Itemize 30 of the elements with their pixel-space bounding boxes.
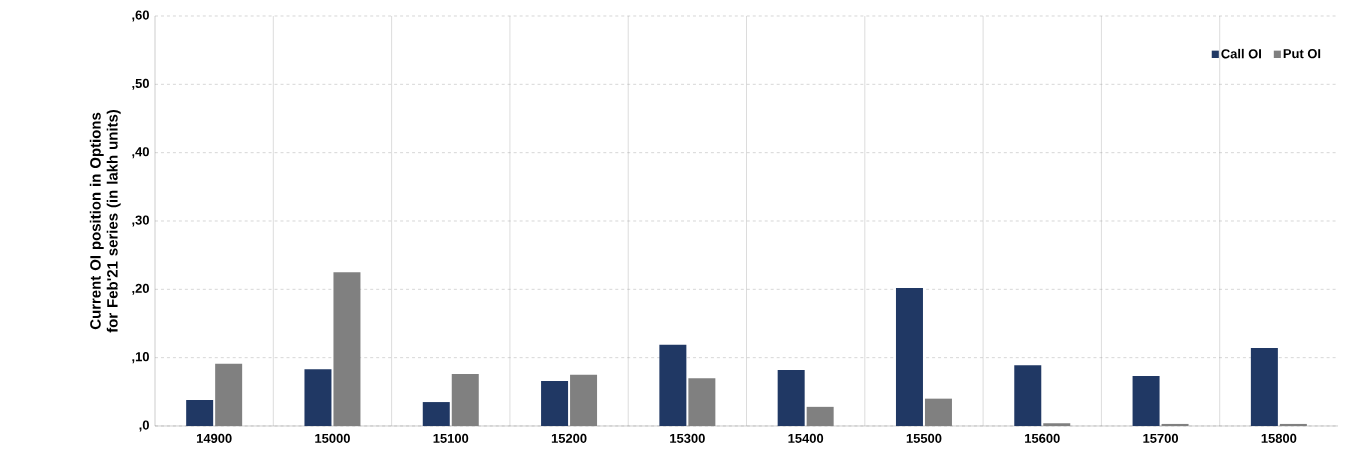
x-tick-label: 15100 bbox=[433, 433, 469, 443]
x-tick-label: 15000 bbox=[315, 433, 350, 443]
bar bbox=[895, 287, 923, 426]
legend-label: Call OI bbox=[1221, 48, 1261, 59]
bar bbox=[541, 380, 569, 426]
x-tick-label: 15400 bbox=[788, 433, 824, 443]
bar bbox=[1132, 376, 1160, 426]
x-tick-label: 15700 bbox=[1143, 433, 1179, 443]
bar bbox=[777, 369, 805, 426]
bar bbox=[1014, 365, 1042, 426]
y-axis-title: Current OI position in Options for Feb'21 series (in lakh units) bbox=[89, 109, 121, 333]
x-tick-label: 15500 bbox=[906, 433, 942, 443]
x-tick-label: 15600 bbox=[1025, 433, 1060, 443]
bar bbox=[422, 402, 450, 426]
bar bbox=[304, 369, 332, 426]
bar bbox=[659, 344, 687, 426]
y-tick-label: ,60 bbox=[132, 10, 149, 22]
legend-label: Put OI bbox=[1283, 49, 1321, 59]
y-tick-label: ,0 bbox=[139, 420, 149, 432]
x-tick-label: 15300 bbox=[670, 433, 705, 443]
bar bbox=[186, 400, 214, 426]
y-tick-label: ,30 bbox=[132, 215, 149, 227]
y-tick-label: ,50 bbox=[132, 78, 149, 90]
y-tick-label: ,10 bbox=[132, 352, 149, 364]
y-tick-label: ,40 bbox=[132, 147, 149, 159]
x-tick-label: 15800 bbox=[1261, 433, 1297, 443]
bar bbox=[1250, 348, 1278, 426]
y-tick-label: ,20 bbox=[132, 283, 149, 295]
x-tick-label: 15200 bbox=[551, 433, 587, 443]
x-tick-label: 14900 bbox=[196, 433, 232, 443]
